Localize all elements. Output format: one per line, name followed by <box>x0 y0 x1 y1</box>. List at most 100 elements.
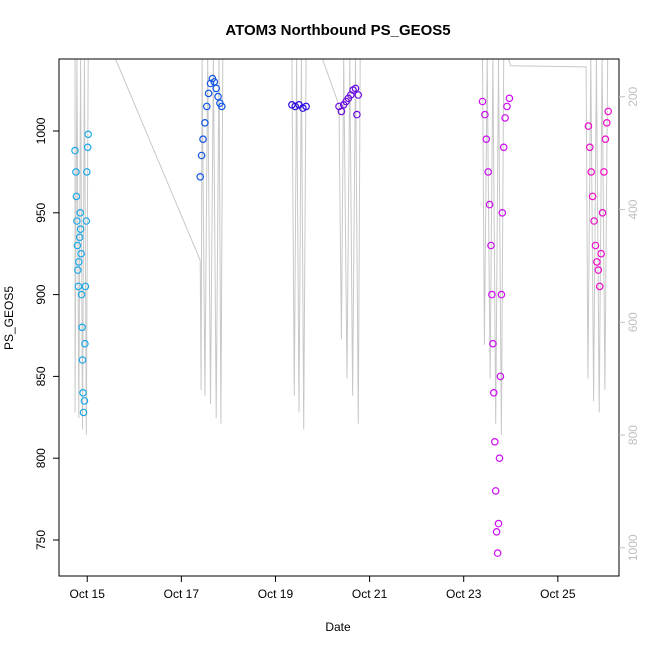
data-point <box>597 249 605 258</box>
data-point <box>77 249 85 258</box>
data-point <box>489 388 498 397</box>
data-point <box>499 143 508 152</box>
data-point <box>214 92 222 101</box>
series-4 <box>335 84 363 119</box>
data-point <box>353 110 361 119</box>
data-point <box>485 200 494 209</box>
data-point <box>77 290 86 299</box>
data-point <box>594 266 603 274</box>
chart-title: ATOM3 Northbound PS_GEOS5 <box>225 22 450 39</box>
data-point <box>81 339 89 348</box>
data-point <box>73 217 81 225</box>
x-tick-label: Oct 17 <box>164 587 200 601</box>
data-point <box>489 339 497 348</box>
data-point <box>496 372 505 381</box>
data-point <box>601 135 610 144</box>
data-point <box>80 397 89 405</box>
secondary-y-tick-label: 1000 <box>626 534 640 561</box>
y-tick-label: 800 <box>34 448 48 468</box>
data-point <box>584 122 593 130</box>
y-tick-label: 950 <box>34 202 48 222</box>
data-point <box>197 151 206 160</box>
y-tick-label: 1000 <box>34 117 48 144</box>
y-tick-label: 850 <box>34 366 48 386</box>
series-2 <box>196 74 226 181</box>
secondary-y-tick-label: 400 <box>626 199 640 219</box>
data-point <box>71 146 79 155</box>
data-point <box>488 290 496 299</box>
data-point <box>482 135 491 144</box>
secondary-y-axis: 200 400 600 800 1000 <box>619 86 640 561</box>
data-point <box>351 84 360 93</box>
series-6 <box>584 107 613 291</box>
x-tick-label: Oct 23 <box>446 587 482 601</box>
data-point <box>302 102 310 111</box>
data-point <box>72 168 80 176</box>
x-tick-label: Oct 25 <box>540 587 576 601</box>
profile-line <box>74 58 609 436</box>
data-point <box>203 102 211 111</box>
data-point <box>78 323 86 332</box>
data-point <box>75 258 83 266</box>
data-point <box>73 241 82 250</box>
data-point <box>503 102 511 111</box>
data-point <box>587 168 596 176</box>
data-point <box>481 110 489 119</box>
data-point <box>494 519 503 528</box>
data-point <box>593 258 601 266</box>
data-point <box>590 217 598 225</box>
data-point <box>600 168 608 176</box>
x-tick-label: Oct 21 <box>352 587 388 601</box>
data-point <box>79 408 88 417</box>
data-point <box>492 527 501 536</box>
x-tick-label: Oct 15 <box>70 587 106 601</box>
data-point <box>218 102 226 111</box>
series-3 <box>288 101 310 112</box>
data-point <box>493 549 502 557</box>
data-point <box>79 388 87 397</box>
data-point <box>498 209 507 217</box>
data-point <box>76 209 85 217</box>
data-point <box>585 143 594 152</box>
data-point <box>478 97 487 106</box>
series-5 <box>478 94 514 557</box>
series-layer <box>71 74 613 557</box>
data-point <box>72 192 81 201</box>
data-point <box>490 437 499 446</box>
data-point <box>604 107 613 116</box>
data-point <box>591 241 600 250</box>
data-point <box>74 282 83 291</box>
profile-line-layer <box>74 58 609 436</box>
secondary-y-tick-label: 200 <box>626 86 640 106</box>
data-point <box>81 282 90 291</box>
data-point <box>595 282 604 291</box>
data-point <box>76 225 85 234</box>
secondary-y-tick-label: 800 <box>626 425 640 445</box>
data-point <box>484 168 493 176</box>
data-point <box>204 89 213 98</box>
data-point <box>487 241 495 250</box>
x-tick-label: Oct 19 <box>258 587 294 601</box>
data-point <box>495 454 504 463</box>
data-point <box>598 209 607 217</box>
data-point <box>501 114 509 122</box>
y-axis: 750 800 850 900 950 1000 <box>34 117 59 550</box>
y-tick-label: 900 <box>34 284 48 304</box>
data-point <box>491 487 500 495</box>
data-point <box>210 78 219 86</box>
data-point <box>83 168 91 176</box>
data-point <box>75 233 84 242</box>
data-point <box>505 94 514 103</box>
plot-frame <box>58 58 620 577</box>
secondary-y-tick-label: 600 <box>626 312 640 332</box>
data-point <box>199 135 207 144</box>
data-point <box>588 192 597 201</box>
data-point <box>201 119 209 127</box>
data-point <box>206 79 215 88</box>
data-point <box>337 107 346 116</box>
data-point <box>602 119 611 127</box>
x-axis: Oct 15 Oct 17 Oct 19 Oct 21 Oct 23 Oct 25 <box>70 576 576 601</box>
data-point <box>212 84 221 93</box>
